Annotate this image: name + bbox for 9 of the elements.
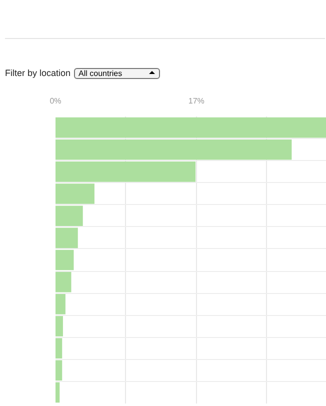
bar [56, 382, 60, 403]
bar [56, 228, 78, 248]
x-tick-label: 17% [188, 96, 204, 106]
bar [56, 117, 326, 138]
bar [56, 250, 74, 270]
bar [56, 272, 72, 292]
x-tick-label: 0% [50, 96, 62, 106]
text: Filter by location [5, 68, 71, 78]
text: All countries [74, 68, 160, 79]
